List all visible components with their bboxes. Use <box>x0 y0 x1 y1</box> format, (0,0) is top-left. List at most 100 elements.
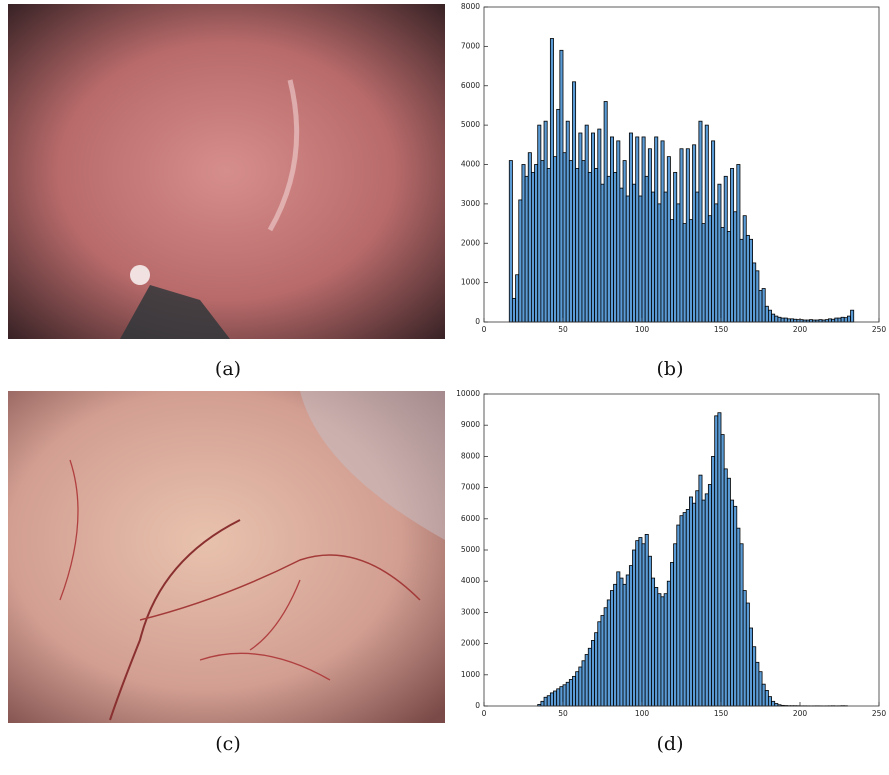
bar <box>569 161 572 322</box>
bar <box>696 192 699 322</box>
y-tick-label: 6000 <box>461 81 480 90</box>
bar <box>718 413 721 706</box>
bar <box>591 133 594 322</box>
bar <box>658 204 661 322</box>
bar <box>762 289 765 322</box>
caption: (a) <box>215 358 241 380</box>
bar <box>601 184 604 322</box>
y-tick-label: 4000 <box>461 576 480 585</box>
bar <box>734 212 737 322</box>
bar <box>598 129 601 322</box>
bar <box>670 562 673 706</box>
bar <box>778 317 781 322</box>
bar <box>550 693 553 706</box>
bar <box>743 591 746 706</box>
x-tick-label: 150 <box>714 325 729 334</box>
bar <box>626 575 629 706</box>
bar <box>680 149 683 322</box>
bar <box>512 298 515 322</box>
y-tick-label: 1000 <box>461 670 480 679</box>
bar <box>544 121 547 322</box>
bar <box>702 500 705 706</box>
bar <box>724 469 727 706</box>
bar <box>541 161 544 322</box>
bar <box>604 102 607 323</box>
bar <box>645 176 648 322</box>
x-tick-label: 250 <box>872 325 887 334</box>
bar <box>759 672 762 706</box>
x-tick-label: 100 <box>635 709 650 718</box>
bar <box>560 50 563 322</box>
bar <box>560 687 563 706</box>
bar <box>576 672 579 706</box>
bar <box>585 125 588 322</box>
bar <box>740 239 743 322</box>
bar <box>610 591 613 706</box>
bar <box>730 500 733 706</box>
bar <box>629 566 632 706</box>
bar <box>607 176 610 322</box>
bar <box>582 661 585 706</box>
bar <box>702 224 705 322</box>
bar <box>768 310 771 322</box>
bar <box>727 478 730 706</box>
y-tick-label: 7000 <box>461 483 480 492</box>
bar <box>708 484 711 706</box>
bar <box>664 192 667 322</box>
bar <box>693 145 696 322</box>
bar <box>683 513 686 706</box>
bar <box>623 584 626 706</box>
bar <box>582 161 585 322</box>
bar <box>595 633 598 706</box>
y-tick-label: 3000 <box>461 607 480 616</box>
y-tick-label: 10000 <box>456 389 480 398</box>
bar <box>655 587 658 706</box>
x-tick-label: 0 <box>482 709 487 718</box>
bar <box>569 679 572 706</box>
bar <box>566 121 569 322</box>
bar <box>667 581 670 706</box>
bar <box>683 224 686 322</box>
bar <box>699 121 702 322</box>
bar <box>775 316 778 322</box>
bar <box>768 697 771 706</box>
bar <box>585 655 588 706</box>
bar <box>648 149 651 322</box>
bar <box>531 172 534 322</box>
bar <box>674 544 677 706</box>
y-tick-label: 0 <box>475 701 480 710</box>
bar <box>572 82 575 322</box>
x-tick-label: 150 <box>714 709 729 718</box>
y-tick-label: 2000 <box>461 639 480 648</box>
bar <box>765 690 768 706</box>
bar <box>604 608 607 706</box>
bar <box>576 168 579 322</box>
bar <box>522 165 525 323</box>
y-tick-label: 1000 <box>461 278 480 287</box>
bar <box>686 149 689 322</box>
image-c <box>8 391 445 723</box>
highlight <box>130 265 150 285</box>
bar <box>664 594 667 706</box>
bar <box>737 165 740 323</box>
bar <box>519 200 522 322</box>
bar <box>566 682 569 706</box>
bar <box>639 538 642 706</box>
y-tick-label: 9000 <box>461 420 480 429</box>
endoscopy-image <box>8 4 445 339</box>
bar <box>781 318 784 322</box>
bar <box>588 172 591 322</box>
x-tick-label: 50 <box>558 325 568 334</box>
bar <box>636 137 639 322</box>
bar <box>721 435 724 706</box>
bar <box>535 165 538 323</box>
y-tick-label: 0 <box>475 317 480 326</box>
bar <box>614 172 617 322</box>
bar <box>746 603 749 706</box>
y-tick-label: 4000 <box>461 160 480 169</box>
bar <box>579 133 582 322</box>
bar <box>538 125 541 322</box>
bar <box>550 39 553 323</box>
x-tick-label: 50 <box>558 709 568 718</box>
bar <box>699 475 702 706</box>
